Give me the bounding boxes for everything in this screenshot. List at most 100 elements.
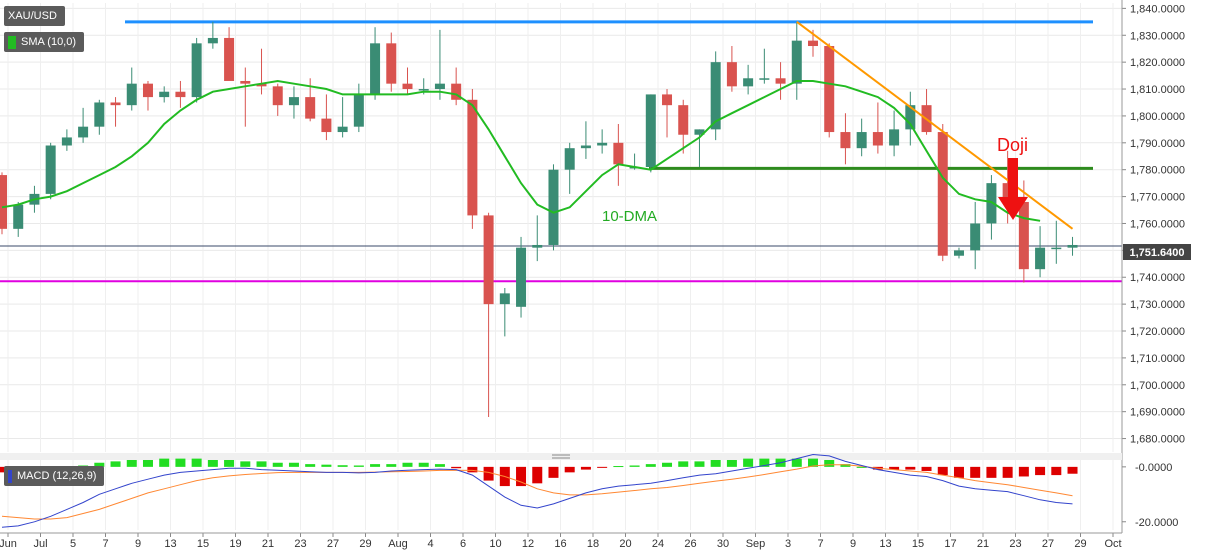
- macd-histogram-bar: [905, 466, 916, 470]
- macd-histogram-bar: [142, 460, 153, 467]
- macd-histogram-bar: [1067, 466, 1078, 474]
- candle-body: [970, 223, 981, 251]
- x-tick-label: 7: [817, 538, 823, 550]
- x-tick-label: Jun: [0, 538, 17, 550]
- x-tick-label: 21: [977, 538, 989, 550]
- horizontal-levels: [0, 20, 1122, 283]
- x-tick-label: 7: [102, 538, 108, 550]
- x-tick-label: 29: [359, 538, 371, 550]
- macd-histogram-bar: [483, 466, 494, 481]
- candle-body: [110, 102, 121, 106]
- candle-body: [288, 97, 299, 106]
- macd-histogram-bar: [370, 464, 381, 467]
- candle-body: [434, 83, 445, 90]
- candle-body: [451, 83, 462, 100]
- macd-histogram-bar: [953, 466, 964, 478]
- x-tick-label: 13: [164, 538, 176, 550]
- pane-divider[interactable]: [0, 453, 1122, 460]
- macd-histogram-bar: [564, 466, 575, 473]
- macd-histogram-bar: [694, 461, 705, 467]
- x-tick-label: 27: [327, 538, 339, 550]
- candle-body: [78, 126, 89, 138]
- candle-body: [240, 80, 251, 84]
- macd-histogram-bar: [532, 466, 543, 484]
- macd-histogram-bar: [240, 461, 251, 467]
- y-tick-label: 1,720.0000: [1130, 326, 1185, 338]
- x-tick-label: 13: [879, 538, 891, 550]
- macd-histogram-bar: [840, 464, 851, 467]
- x-tick-label: 10: [489, 538, 501, 550]
- x-tick-label: 21: [262, 538, 274, 550]
- x-tick-label: 23: [1009, 538, 1021, 550]
- annotations: Doji 10-DMA: [602, 135, 1028, 225]
- x-tick-label: 29: [1074, 538, 1086, 550]
- trendline: [796, 21, 1074, 230]
- candle-body: [305, 97, 316, 119]
- candle-body: [256, 83, 267, 87]
- y-tick-label: 1,800.0000: [1130, 111, 1185, 123]
- sma-color-swatch: [8, 35, 16, 49]
- x-tick-label: Aug: [388, 538, 408, 550]
- candle-body: [1051, 247, 1062, 250]
- candle-body: [791, 40, 802, 84]
- macd-histogram-bar: [678, 461, 689, 467]
- y-tick-label: 1,770.0000: [1130, 192, 1185, 204]
- x-tick-label: Jul: [33, 538, 47, 550]
- candle-body: [808, 40, 818, 47]
- y-tick-label: 1,790.0000: [1130, 138, 1185, 150]
- macd-histogram-bar: [126, 460, 137, 467]
- candle-body: [905, 105, 916, 130]
- macd-histogram-bar: [353, 465, 364, 467]
- candle-body: [45, 145, 56, 194]
- candle-body: [645, 94, 656, 168]
- y-tick-label: 1,730.0000: [1130, 299, 1185, 311]
- macd-histogram-bar: [645, 464, 656, 467]
- macd-badge[interactable]: MACD (12,26,9): [4, 466, 105, 486]
- macd-histogram-bar: [662, 462, 673, 467]
- candle-body: [1018, 201, 1029, 270]
- candle-body: [726, 62, 737, 87]
- x-tick-label: 23: [294, 538, 306, 550]
- macd-histogram-bar: [0, 466, 7, 473]
- candle-body: [353, 94, 364, 127]
- y-tick-label: 1,820.0000: [1130, 57, 1185, 69]
- candle-body: [483, 215, 494, 305]
- candle-body: [321, 118, 332, 133]
- symbol-label: XAU/USD: [8, 10, 57, 22]
- macd-histogram-bar: [1051, 466, 1062, 476]
- macd-histogram-bar: [597, 466, 608, 468]
- candle-body: [402, 83, 413, 90]
- macd-histogram-bar: [791, 458, 802, 467]
- y-tick-label: 1,830.0000: [1130, 30, 1185, 42]
- candle-body: [856, 132, 867, 149]
- macd-histogram-bar: [402, 462, 413, 467]
- candle-body: [516, 247, 527, 307]
- symbol-badge[interactable]: XAU/USD: [4, 6, 65, 26]
- macd-histogram-bar: [175, 458, 186, 467]
- macd-histogram-bar: [548, 466, 559, 478]
- time-axis[interactable]: Jun Jul 5 7 9 13 15 19 21 23 27 29 Aug 4 6 10 12 16 18 20 24…: [0, 532, 1122, 550]
- macd-histogram-bar: [256, 461, 267, 467]
- x-tick-label: 15: [912, 538, 924, 550]
- descending-trendline: [796, 21, 1074, 230]
- candle-body: [532, 244, 543, 248]
- candle-body: [937, 132, 948, 256]
- candle-body: [13, 204, 24, 229]
- candle-body: [191, 43, 202, 98]
- y-tick-label: 1,760.0000: [1130, 218, 1185, 230]
- macd-line: [1, 453, 1073, 528]
- x-tick-label: 20: [619, 538, 631, 550]
- dma-annotation: 10-DMA: [602, 208, 657, 225]
- y-tick-label: 1,740.0000: [1130, 272, 1185, 284]
- price-axis[interactable]: 1,840.0000 1,830.0000 1,820.0000 1,810.0000…: [1121, 0, 1185, 533]
- macd-histogram-bar: [710, 460, 721, 467]
- x-tick-label: 15: [197, 538, 209, 550]
- macd-histogram-bar: [321, 464, 332, 467]
- x-tick-label: 9: [850, 538, 856, 550]
- indicator-badge[interactable]: SMA (10,0): [4, 32, 85, 52]
- x-tick-label: 16: [554, 538, 566, 550]
- candle-body: [580, 145, 591, 149]
- x-tick-label: 27: [1042, 538, 1054, 550]
- x-tick-label: 19: [229, 538, 241, 550]
- macd-histogram-bar: [629, 465, 640, 467]
